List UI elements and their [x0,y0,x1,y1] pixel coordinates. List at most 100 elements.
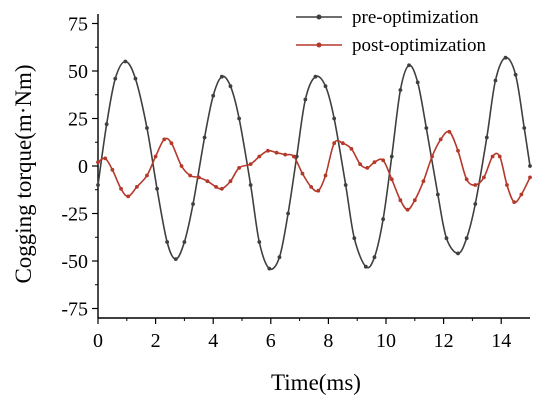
post-optimization-point [381,158,386,163]
y-tick-label: -50 [61,251,88,273]
pre-optimization-point [248,183,253,187]
post-optimization-point [274,150,279,155]
post-optimization-point [309,185,314,189]
post-optimization-point [169,141,174,146]
post-optimization-point [237,166,242,170]
legend-label-post-optimization: post-optimization [352,35,487,56]
pre-optimization-point [202,135,207,140]
post-optimization-point [134,185,139,189]
pre-optimization-point [323,84,328,89]
post-optimization-point [332,141,337,146]
post-optimization-point [291,154,296,159]
post-optimization-point [103,156,108,161]
post-optimization-point [196,175,201,180]
post-optimization-point [405,207,410,212]
pre-optimization-point [123,59,128,64]
post-optimization-point [464,177,469,182]
pre-optimization-point [237,116,242,121]
pre-optimization-point [277,255,282,260]
post-optimization-point [214,185,218,189]
pre-optimization-point [133,76,138,81]
post-optimization-point [219,186,224,191]
pre-optimization-point [464,236,469,241]
post-optimization-line [97,130,531,211]
pre-optimization-point [363,264,368,269]
pre-optimization-point [372,255,377,260]
x-axis-label: Time(ms) [271,370,361,395]
x-tick-label: 14 [491,330,511,352]
y-tick-label: -25 [61,204,88,226]
legend: pre-optimization post-optimization [296,7,487,56]
post-optimization-point [316,188,321,193]
y-tick-label: 75 [68,14,88,36]
post-optimization-point [490,154,495,159]
pre-optimization-point [267,266,272,271]
post-optimization-point [528,175,532,180]
post-optimization-point [447,129,452,134]
post-optimization-point [248,162,253,167]
post-optimization-point [430,154,434,159]
post-optimization-point [179,164,184,168]
post-optimization-point [119,186,123,191]
pre-optimization-point [415,80,420,85]
pre-optimization-point [104,122,109,127]
x-tick-label: 4 [208,330,218,352]
pre-optimization-point [228,84,233,89]
pre-optimization-point [343,183,348,187]
pre-optimization-point [522,126,527,130]
pre-optimization-point [294,154,299,159]
post-optimization-point [126,194,131,199]
post-optimization-point [482,175,486,180]
axes [97,14,530,319]
pre-optimization-point [219,74,224,79]
pre-optimization-point [444,236,449,241]
y-tick-label: 50 [68,61,88,83]
pre-optimization-point [473,202,478,206]
x-tick-label: 8 [323,330,333,352]
post-optimization-point [300,171,305,176]
post-optimization-point [153,154,158,159]
pre-optimization-point [113,76,118,81]
pre-optimization-point [145,126,149,130]
post-optimization-point [372,160,377,165]
pre-optimization-point [389,154,394,159]
post-optimization-point [257,154,262,159]
post-optimization-point [96,160,100,165]
post-optimization-point [497,154,502,159]
post-optimization-point [323,173,328,178]
pre-optimization-point [456,251,460,256]
post-optimization-point [412,198,417,203]
legend-label-pre-optimization: pre-optimization [352,7,479,28]
pre-optimization-point [503,55,508,60]
pre-optimization-point [96,183,100,187]
post-optimization-point [283,152,288,157]
post-optimization-point [110,167,115,172]
pre-optimization-point [303,97,308,102]
y-tick-label: 25 [68,109,88,131]
post-optimization-point [340,141,345,146]
pre-optimization-point [257,240,262,244]
pre-optimization-point [398,88,403,92]
pre-optimization-point [313,74,318,79]
pre-optimization-point [407,63,411,68]
pre-optimization-point [211,93,216,98]
post-optimization-point [389,177,394,182]
x-tick-label: 10 [376,330,396,352]
post-optimization-point [456,148,460,153]
x-tick-label: 6 [266,330,276,352]
pre-optimization-point [513,72,518,77]
pre-optimization-point [484,135,489,140]
post-optimization-point [505,183,509,187]
legend-marker-pre-optimization [316,14,322,20]
y-tick-label: 0 [78,156,88,178]
pre-optimization-point [493,78,498,83]
y-tick-label: -75 [61,299,88,321]
pre-optimization-point [165,240,170,244]
series-layer [96,55,532,271]
post-optimization-point [438,137,443,142]
pre-optimization-point [424,126,429,130]
tick-layer: 0 2 4 6 8 10 12 14 -75 -50 -25 0 25 50 75 [61,14,511,353]
x-tick-label: 2 [151,330,161,352]
x-tick-label: 0 [93,330,103,352]
